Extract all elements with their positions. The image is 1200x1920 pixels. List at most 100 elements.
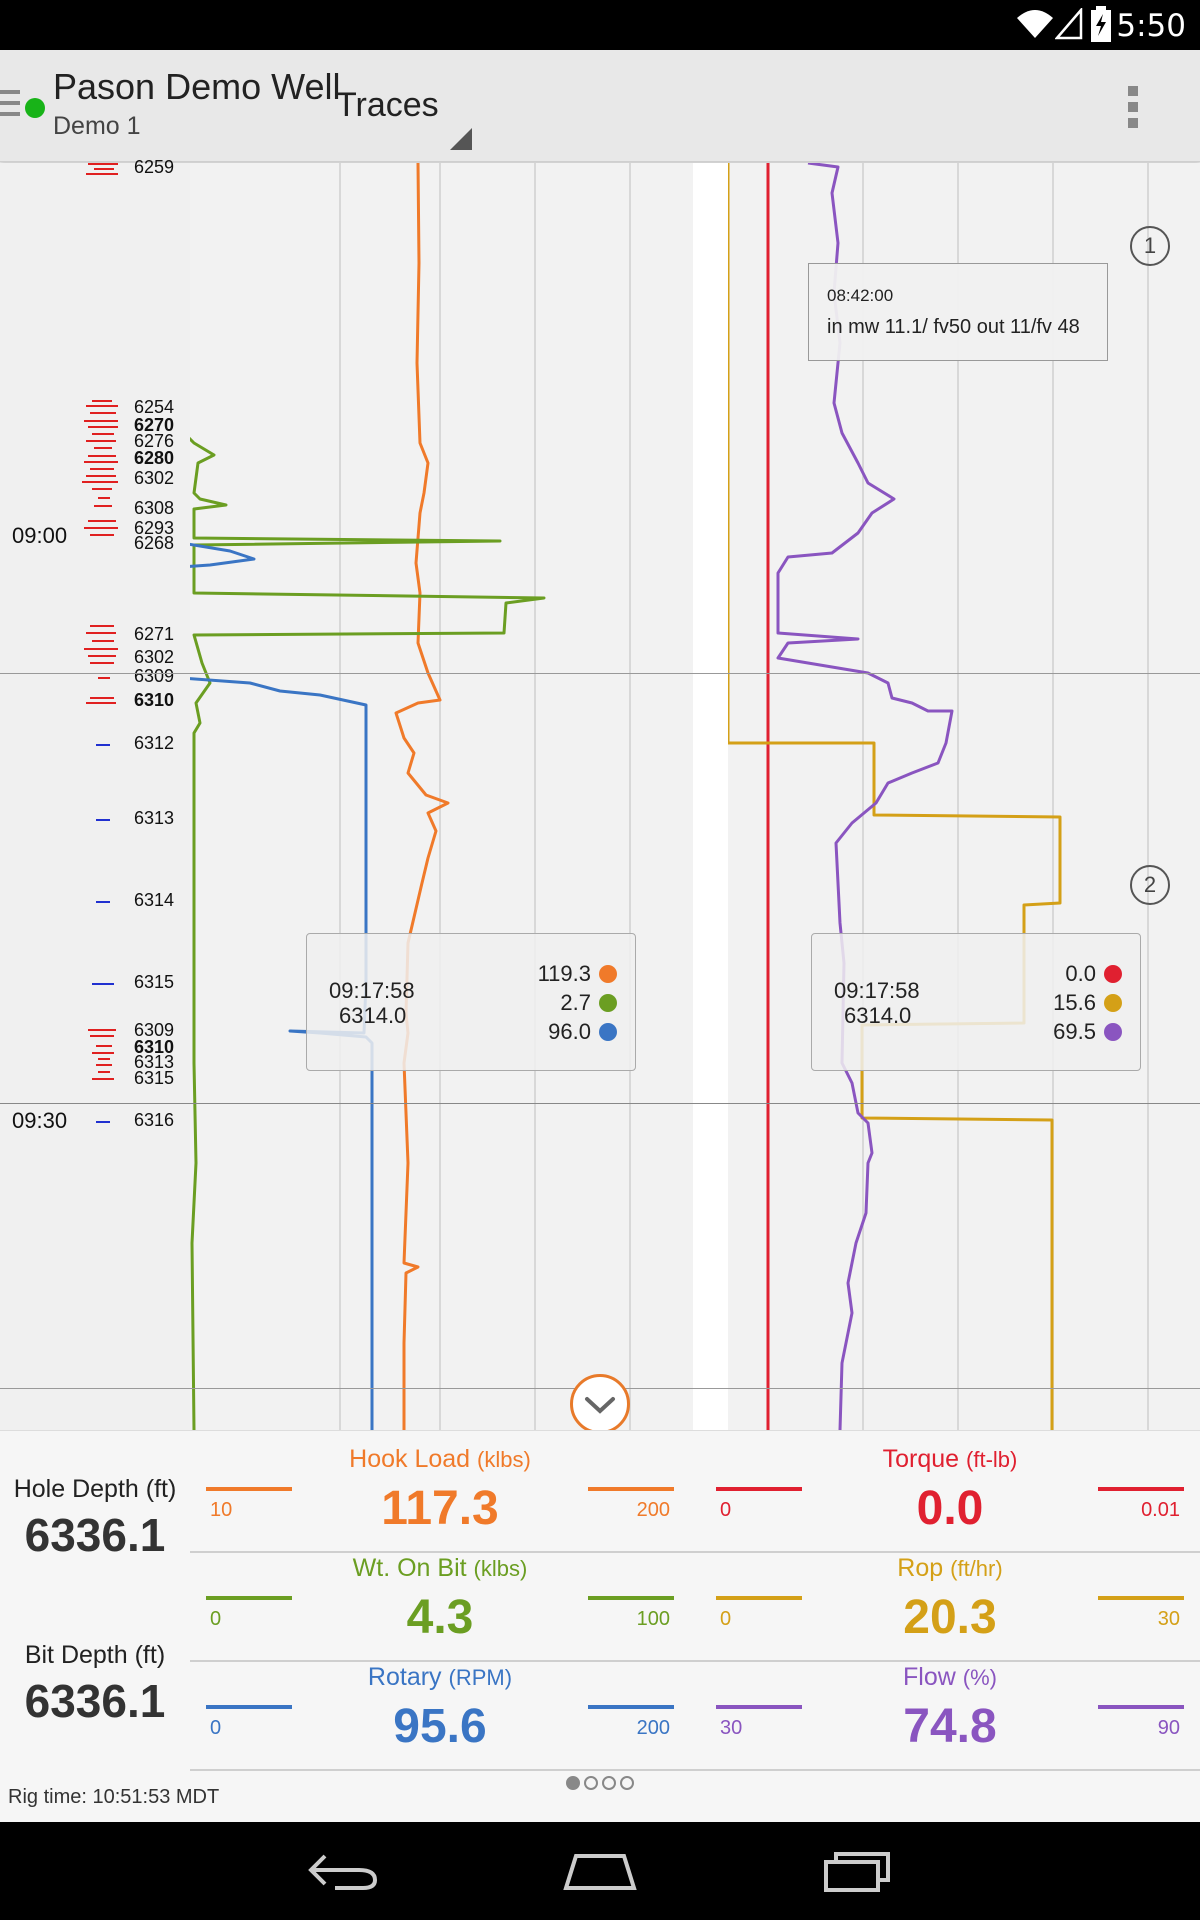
readings-panel: Hole Depth (ft) 6336.1 Bit Depth (ft) 63…: [0, 1430, 1200, 1822]
gauge-name: Rop: [897, 1554, 944, 1582]
battery-charging-icon: [1091, 6, 1111, 42]
readout-value: 69.5: [1053, 1019, 1096, 1044]
back-icon[interactable]: [305, 1850, 381, 1890]
depth-tick: [94, 505, 112, 507]
readout-left: 09:17:58 6314.0 119.3 2.7 96.0: [306, 933, 636, 1071]
wob-trace: [190, 436, 546, 1430]
gauge-value: 4.3: [406, 1591, 474, 1644]
time-label: 09:30: [12, 1108, 68, 1133]
gauge-min: 0: [210, 1717, 222, 1739]
depth-label: 6302: [134, 468, 175, 488]
comment-tooltip[interactable]: 08:42:00 in mw 11.1/ fv50 out 11/fv 48: [808, 263, 1108, 361]
depth-tick: [96, 819, 110, 821]
depth-tick: [90, 697, 114, 699]
gauge-name: Flow: [903, 1663, 956, 1691]
depth-label: 6314: [134, 890, 175, 910]
no-signal-icon: [1055, 8, 1083, 40]
hole-depth-label: Hole Depth (ft): [13, 1475, 177, 1503]
depth-tick: [86, 632, 116, 634]
depth-tick: [92, 983, 114, 985]
depth-tick: [92, 1052, 114, 1054]
overflow-menu-icon[interactable]: [1128, 86, 1142, 130]
depth-tick: [90, 625, 114, 627]
comment-marker-1[interactable]: 1: [1130, 226, 1170, 266]
readout-time: 09:17:58: [329, 978, 415, 1003]
hook-load-trace: [394, 163, 450, 1430]
home-icon[interactable]: [562, 1848, 638, 1892]
gauge-title: Flow (%): [700, 1663, 1200, 1692]
gauge-hook-load[interactable]: Hook Load (klbs) 117.3 10 200: [190, 1431, 690, 1539]
readout-depth: 6314.0: [844, 1003, 912, 1028]
depth-tick: [94, 447, 112, 449]
gauge-name: Torque: [882, 1445, 960, 1473]
trace-chart-right[interactable]: [728, 163, 1200, 1430]
depth-label: 6259: [134, 157, 175, 177]
rotary-trace: [190, 542, 374, 1430]
depth-tick: [84, 648, 118, 650]
comment-marker-2[interactable]: 2: [1130, 865, 1170, 905]
depth-tick: [84, 527, 118, 529]
menu-icon[interactable]: [0, 90, 20, 122]
depth-tick: [96, 1064, 112, 1066]
depth-label: 6316: [134, 1110, 175, 1130]
depth-tick: [98, 677, 110, 679]
gauge-min-bar: [716, 1596, 802, 1600]
gauge-max: 30: [1157, 1608, 1180, 1630]
gauge-min-bar: [206, 1487, 292, 1491]
scroll-to-latest-button[interactable]: [570, 1374, 630, 1434]
gauge-min: 30: [720, 1717, 743, 1739]
series-dot: [599, 965, 617, 983]
series-dot: [1104, 1023, 1122, 1041]
readout-right: 09:17:58 6314.0 0.0 15.6 69.5: [811, 933, 1141, 1071]
depth-label: 6315: [134, 1068, 175, 1088]
gauge-rotary[interactable]: Rotary (RPM) 95.6 0 200: [190, 1649, 690, 1757]
gauge-unit: (%): [962, 1665, 997, 1690]
depth-tick: [86, 173, 118, 175]
recent-apps-icon[interactable]: [822, 1848, 892, 1892]
gauge-torque[interactable]: Torque (ft-lb) 0.0 0 0.01: [700, 1431, 1200, 1539]
depth-tick: [86, 702, 116, 704]
gauge-max-bar: [1098, 1596, 1184, 1600]
view-selector[interactable]: Traces: [336, 86, 472, 150]
time-label: 09:00: [12, 523, 68, 548]
panel-divider: [190, 1551, 1200, 1553]
depth-tick: [84, 420, 118, 422]
trace-chart-left-svg: [190, 163, 631, 1430]
gauge-min: 10: [210, 1499, 233, 1521]
readout-value: 2.7: [560, 990, 591, 1015]
chevron-down-icon: [585, 1397, 615, 1414]
page-indicator[interactable]: [566, 1776, 638, 1796]
depth-tick: [90, 534, 114, 536]
series-dot: [1104, 994, 1122, 1012]
gauge-min: 0: [210, 1608, 222, 1630]
gauge-wt-on-bit[interactable]: Wt. On Bit (klbs) 4.3 0 100: [190, 1540, 690, 1648]
depth-tick: [98, 1058, 110, 1060]
gauge-title: Rotary (RPM): [190, 1663, 690, 1692]
series-dot: [599, 994, 617, 1012]
gauge-max: 200: [636, 1717, 670, 1739]
depth-tick: [92, 433, 114, 435]
gauge-flow[interactable]: Flow (%) 74.8 30 90: [700, 1649, 1200, 1757]
navigation-bar: [0, 1822, 1200, 1920]
depth-label: 6280: [134, 448, 175, 468]
gauge-title: Wt. On Bit (klbs): [190, 1554, 690, 1583]
depth-tick: [86, 440, 116, 442]
gauge-max-bar: [588, 1596, 674, 1600]
gauge-name: Hook Load: [349, 1445, 471, 1473]
depth-tick: [88, 520, 116, 522]
well-title[interactable]: Pason Demo Well: [53, 66, 341, 107]
rig-time: Rig time: 10:51:53 MDT: [8, 1786, 220, 1808]
depth-tick: [90, 468, 114, 470]
depth-label: 6312: [134, 733, 175, 753]
depth-label: 6254: [134, 397, 175, 417]
depth-tick: [88, 455, 116, 457]
gauge-rop[interactable]: Rop (ft/hr) 20.3 0 30: [700, 1540, 1200, 1648]
readout-depth: 6314.0: [339, 1003, 407, 1028]
depth-label: 6310: [134, 690, 175, 710]
gauge-title: Torque (ft-lb): [700, 1445, 1200, 1474]
depth-label: 6308: [134, 498, 175, 518]
gauge-max: 0.01: [1141, 1499, 1180, 1521]
depth-tick: [88, 655, 116, 657]
chart-divider: [693, 163, 728, 1430]
trace-chart-left[interactable]: [190, 163, 693, 1430]
